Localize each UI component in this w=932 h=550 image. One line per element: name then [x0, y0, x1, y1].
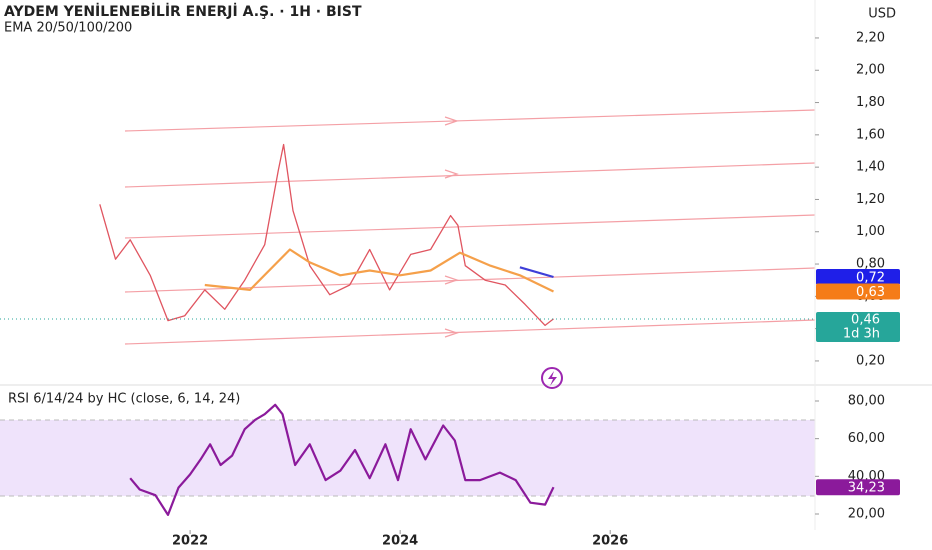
price-label: 0,63 [856, 285, 885, 300]
chart-title: AYDEM YENİLENEBİLİR ENERJİ A.Ş. · 1H · B… [4, 3, 362, 20]
price-label: 0,72 [856, 270, 885, 285]
x-tick-label: 2022 [172, 534, 208, 549]
annotations [124, 109, 816, 345]
price-label: 34,23 [848, 481, 885, 496]
x-tick-label: 2024 [382, 534, 418, 549]
event-icon-bolt [548, 371, 557, 386]
y-tick-label: 2,20 [856, 30, 885, 45]
series-line [204, 248, 554, 293]
price-label: 0,46 [851, 312, 880, 327]
y-tick-label: 1,00 [856, 224, 885, 239]
rsi-band [0, 420, 815, 496]
y-tick-label: 0,20 [856, 353, 885, 368]
x-tick-label: 2026 [592, 534, 628, 549]
series-line [129, 403, 555, 517]
y-tick-label: 60,00 [848, 431, 885, 446]
price-label-box [816, 479, 900, 496]
series-line [519, 266, 554, 279]
rsi-title: RSI 6/14/24 by HC (close, 6, 14, 24) [8, 392, 240, 407]
y-tick-label: 0,80 [856, 257, 885, 272]
currency: USD [868, 7, 896, 22]
y-tick-label: 1,20 [856, 192, 885, 207]
y-tick-label: 20,00 [848, 506, 885, 521]
y-tick-label: 1,60 [856, 127, 885, 142]
y-tick-label: 2,00 [856, 63, 885, 78]
countdown: 1d 3h [843, 326, 880, 341]
price-label-box [816, 283, 900, 300]
chart-subtitle: EMA 20/50/100/200 [4, 21, 132, 36]
price-label-box [816, 311, 900, 342]
event-icon[interactable] [541, 367, 563, 389]
series-line [99, 143, 554, 327]
y-tick-label: 1,40 [856, 160, 885, 175]
y-tick-label: 1,80 [856, 95, 885, 110]
y-tick-label: 80,00 [848, 393, 885, 408]
price-label-box [816, 268, 900, 285]
